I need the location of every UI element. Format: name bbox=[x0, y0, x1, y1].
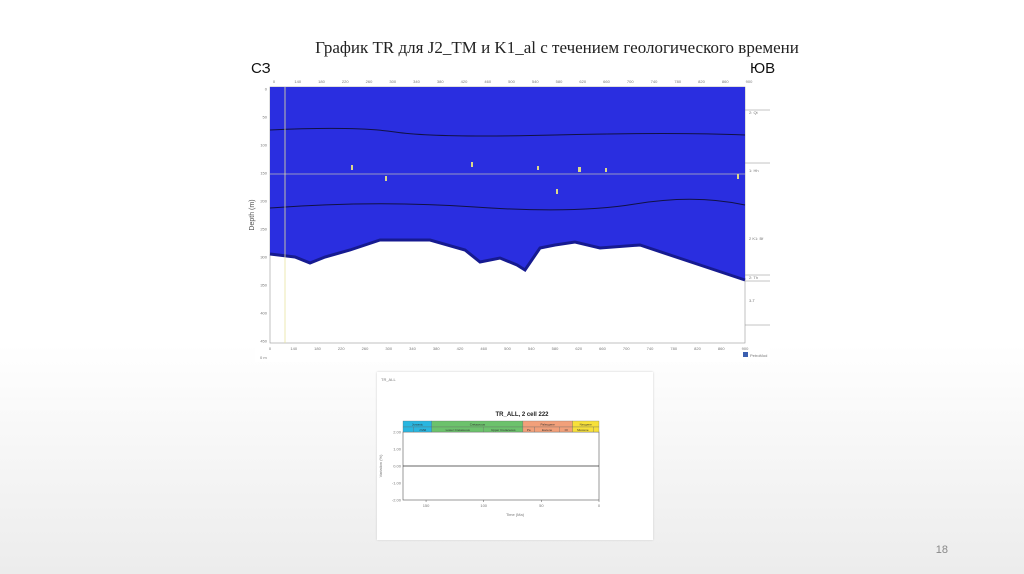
basement-top-dark-band bbox=[269, 238, 746, 282]
top-tick-label: 660 bbox=[603, 79, 610, 84]
x-tick-label: 820 bbox=[694, 346, 701, 351]
top-tick-label: 420 bbox=[461, 79, 468, 84]
epoch-label: Lower Cretaceous bbox=[446, 428, 471, 432]
epoch-band bbox=[593, 426, 600, 433]
top-tick-label: 0 bbox=[273, 79, 276, 84]
page-number: 18 bbox=[935, 544, 948, 556]
top-tick-label: 700 bbox=[627, 79, 634, 84]
y-tick-label: 0.00 bbox=[393, 464, 402, 469]
x-tick-label: 150 bbox=[423, 503, 430, 508]
y-tick-label: 400 bbox=[260, 311, 267, 316]
chart-tab-label: TR_ALL bbox=[381, 377, 396, 382]
top-tick-label: 860 bbox=[722, 79, 729, 84]
y-tick-label: -1.00 bbox=[392, 481, 402, 486]
chart-title: TR_ALL, 2 cell 222 bbox=[495, 412, 549, 418]
horizon-line bbox=[269, 198, 746, 211]
x-tick-label: 140 bbox=[290, 346, 297, 351]
y-tick-label: 250 bbox=[260, 227, 267, 232]
x-tick-label: 100 bbox=[480, 503, 487, 508]
well-markers bbox=[351, 162, 739, 194]
x-tick-label: 700 bbox=[623, 346, 630, 351]
top-tick-label: 540 bbox=[532, 79, 539, 84]
y-tick-label: 1.00 bbox=[393, 447, 402, 452]
y-tick-label: 0 bbox=[265, 87, 268, 92]
epoch-label: Upper Cretaceous bbox=[491, 428, 516, 432]
top-tick-label: 580 bbox=[556, 79, 563, 84]
x-tick-label: 860 bbox=[718, 346, 725, 351]
y-tick-label: 50 bbox=[263, 115, 268, 120]
x-tick-label: 300 bbox=[385, 346, 392, 351]
top-tick-label: 340 bbox=[413, 79, 420, 84]
top-tick-label: 820 bbox=[698, 79, 705, 84]
x-tick-label: 340 bbox=[409, 346, 416, 351]
top-tick-label: 380 bbox=[437, 79, 444, 84]
epoch-label: Miocene bbox=[577, 428, 589, 432]
cross-section-figure: 2: Qt 1: Hh 2 K1: Bf 2: Th 3-T Depth (m)… bbox=[249, 79, 770, 362]
x-axis-label: Time (Ma) bbox=[506, 512, 525, 517]
epoch-label: J Mid bbox=[419, 428, 426, 432]
x-tick-label: 420 bbox=[457, 346, 464, 351]
epoch-label: Pa bbox=[527, 428, 531, 432]
x-tick-label: 580 bbox=[552, 346, 559, 351]
y-axis-label: Depth (m) bbox=[249, 199, 256, 230]
top-tick-label: 620 bbox=[579, 79, 586, 84]
top-tick-label: 300 bbox=[389, 79, 396, 84]
top-tick-label: 140 bbox=[294, 79, 301, 84]
sediment-fill bbox=[270, 87, 745, 280]
period-label: Cretaceous bbox=[470, 423, 486, 427]
x-tick-label: 0 bbox=[598, 503, 601, 508]
top-tick-label: 740 bbox=[651, 79, 658, 84]
tr-chart-figure: TR_ALL TR_ALL, 2 cell 222 Time (Ma) Vari… bbox=[377, 372, 653, 540]
epoch-label: Ol bbox=[565, 428, 568, 432]
top-tick-label: 780 bbox=[674, 79, 681, 84]
y-tick-label: 100 bbox=[260, 143, 267, 148]
x-tick-label: 780 bbox=[670, 346, 677, 351]
y-tick-label: 450 bbox=[260, 339, 267, 344]
y-tick-label: 2.00 bbox=[393, 430, 402, 435]
y-axis-label: Variation (%) bbox=[378, 454, 383, 477]
direction-nw-label: СЗ bbox=[251, 60, 271, 77]
horizon-line bbox=[269, 127, 746, 137]
layer-label: 2: Qt bbox=[749, 110, 759, 115]
x-tick-label: 260 bbox=[362, 346, 369, 351]
epoch-label: Eocene bbox=[542, 428, 553, 432]
x-tick-label: 740 bbox=[647, 346, 654, 351]
y-tick-label: 200 bbox=[260, 199, 267, 204]
slide-title: График TR для J2_TM и K1_al с течением г… bbox=[315, 38, 799, 57]
x-tick-label: 500 bbox=[504, 346, 511, 351]
x-tick-label: 660 bbox=[599, 346, 606, 351]
y-tick-label: 150 bbox=[260, 171, 267, 176]
top-tick-label: 220 bbox=[342, 79, 349, 84]
layer-label: 3-T bbox=[749, 298, 756, 303]
x-tick-label: 220 bbox=[338, 346, 345, 351]
scale-bar-label: 0 m bbox=[260, 355, 267, 360]
epoch-band bbox=[402, 426, 414, 433]
top-tick-label: 180 bbox=[318, 79, 325, 84]
x-tick-label: 460 bbox=[480, 346, 487, 351]
layer-label: 2 K1: Bf bbox=[749, 236, 764, 241]
top-tick-label: 260 bbox=[366, 79, 373, 84]
y-tick-label: 300 bbox=[260, 255, 267, 260]
x-tick-label: 900 bbox=[742, 346, 749, 351]
y-tick-label: 350 bbox=[260, 283, 267, 288]
layer-label: 2: Th bbox=[749, 275, 758, 280]
x-tick-label: 180 bbox=[314, 346, 321, 351]
x-tick-label: 50 bbox=[539, 503, 544, 508]
y-tick-label: -2.00 bbox=[392, 498, 402, 503]
layer-label: 1: Hh bbox=[749, 168, 759, 173]
x-tick-label: 620 bbox=[575, 346, 582, 351]
petromod-logo: PetroMod bbox=[750, 353, 767, 358]
x-tick-label: 380 bbox=[433, 346, 440, 351]
direction-se-label: ЮВ bbox=[750, 60, 776, 77]
x-tick-label: 540 bbox=[528, 346, 535, 351]
top-tick-label: 900 bbox=[746, 79, 753, 84]
period-label: Paleogene bbox=[541, 423, 556, 427]
x-tick-label: 0 bbox=[269, 346, 272, 351]
top-tick-label: 500 bbox=[508, 79, 515, 84]
top-tick-label: 460 bbox=[484, 79, 491, 84]
period-label: Neogene bbox=[580, 423, 593, 427]
period-label: Jurassic bbox=[412, 423, 424, 427]
